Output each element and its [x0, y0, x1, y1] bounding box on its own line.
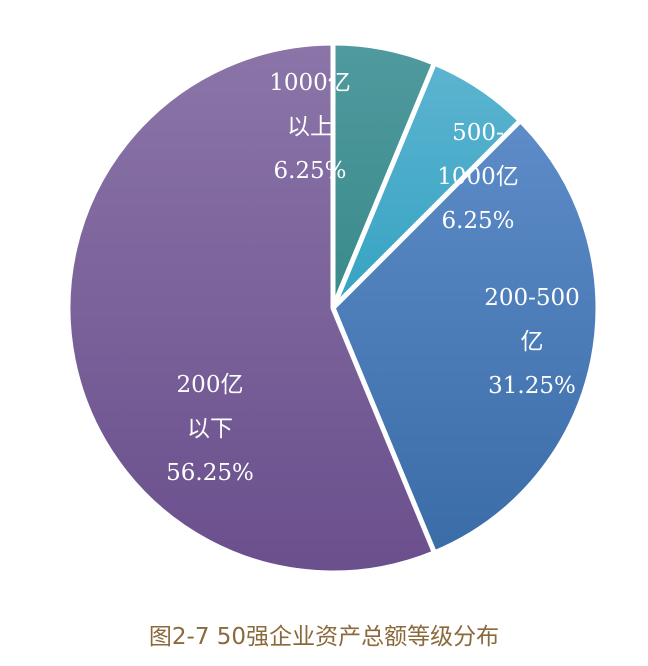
- pie-slice-2: [330, 118, 601, 556]
- figure-caption: 图2-7 50强企业资产总额等级分布: [148, 624, 500, 650]
- slice-label-0: 1000亿以上 6.25%: [269, 70, 351, 184]
- slice-percent: 56.25%: [166, 460, 254, 486]
- slice-percent: 6.25%: [273, 158, 346, 184]
- slice-label-line: 以下: [187, 416, 233, 442]
- slice-label-line: 1000亿: [269, 70, 351, 96]
- slice-label-line: 以上: [287, 114, 333, 140]
- slice-percent: 6.25%: [441, 208, 514, 234]
- slice-label-line: 200-500: [484, 285, 580, 311]
- slice-label-3: 200亿以下 56.25%: [166, 372, 254, 486]
- slice-percent: 31.25%: [488, 373, 576, 399]
- slice-label-line: 200亿: [177, 372, 244, 398]
- slice-label-1: 500- 1000亿 6.25%: [437, 120, 519, 234]
- slice-label-2: 200-500 亿 31.25%: [484, 285, 580, 399]
- pie-chart-svg: 1000亿以上 6.25%500-1000亿 6.25%200-500 亿 31.25%…: [65, 40, 601, 576]
- pie-chart: 1000亿以上 6.25% 500-1000亿 6.25% 200-500 亿 31.25%…: [65, 40, 601, 576]
- slice-label-line: 500-: [452, 120, 504, 146]
- pie-slice-3: [65, 40, 437, 576]
- slice-label-line: 1000亿: [437, 164, 519, 190]
- slice-label-line: 亿: [521, 329, 544, 355]
